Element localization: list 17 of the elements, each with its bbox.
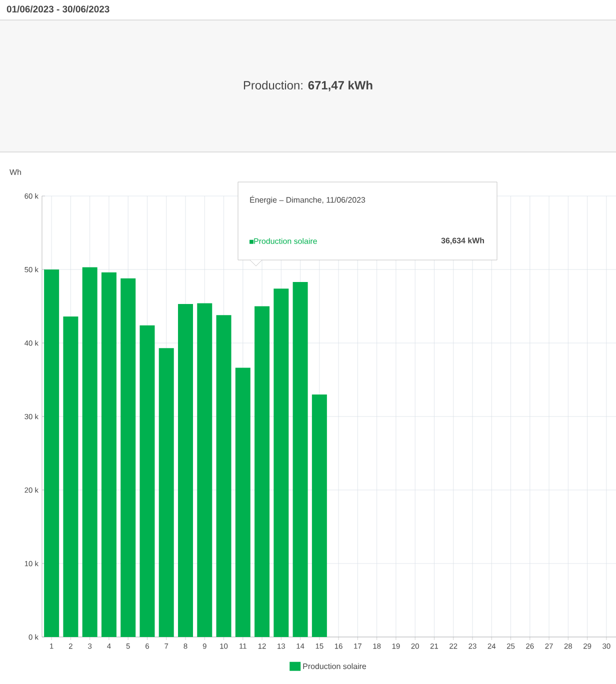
bar bbox=[292, 282, 308, 637]
bar bbox=[63, 316, 78, 637]
bar bbox=[178, 304, 193, 637]
bar bbox=[274, 288, 289, 637]
bar bbox=[197, 303, 212, 637]
bar bbox=[120, 278, 136, 637]
bar bbox=[312, 394, 327, 637]
chart-subtitle: Production: 671,47 kWh bbox=[244, 80, 372, 92]
chart-title: 01/06/2023 - 30/06/2023 bbox=[6, 5, 110, 13]
bar bbox=[101, 272, 116, 637]
bar bbox=[44, 269, 60, 637]
bar bbox=[158, 348, 174, 637]
bar bbox=[216, 315, 232, 637]
bar bbox=[82, 267, 98, 637]
bar bbox=[254, 306, 270, 637]
bar bbox=[140, 325, 155, 637]
bar bbox=[235, 368, 250, 637]
